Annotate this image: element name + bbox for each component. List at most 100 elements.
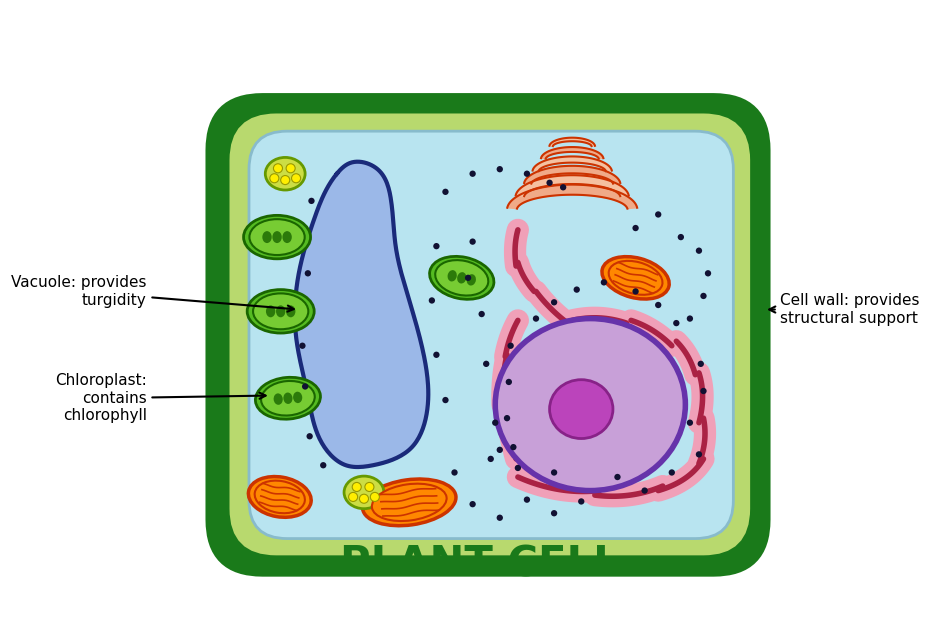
FancyBboxPatch shape [249,131,733,538]
Circle shape [365,482,374,491]
Circle shape [302,383,308,389]
Circle shape [551,510,557,516]
Circle shape [633,225,638,231]
Circle shape [492,420,498,426]
Circle shape [601,279,607,286]
Ellipse shape [495,318,685,491]
Circle shape [655,211,662,218]
Circle shape [497,515,503,521]
Circle shape [505,379,512,385]
Circle shape [678,234,684,240]
Circle shape [451,469,458,476]
Polygon shape [295,162,429,467]
Ellipse shape [253,293,308,329]
Circle shape [510,444,517,450]
Circle shape [551,469,557,476]
Circle shape [348,493,358,501]
Polygon shape [541,147,604,159]
Ellipse shape [247,289,314,333]
Circle shape [470,501,475,508]
Ellipse shape [435,260,489,296]
Circle shape [300,343,305,349]
Circle shape [286,164,295,173]
Circle shape [504,415,510,421]
Ellipse shape [255,481,305,513]
Ellipse shape [273,393,283,405]
Text: Cell wall: provides
structural support: Cell wall: provides structural support [769,293,920,326]
Circle shape [371,493,379,501]
Circle shape [470,238,475,245]
Ellipse shape [276,305,285,317]
Ellipse shape [256,377,320,419]
Circle shape [429,298,435,304]
Polygon shape [524,166,621,184]
Ellipse shape [293,392,302,403]
Text: Chloroplast:
contains
chlorophyll: Chloroplast: contains chlorophyll [55,374,266,423]
Circle shape [668,469,675,476]
Circle shape [497,166,503,172]
Ellipse shape [430,257,494,299]
Circle shape [308,198,314,204]
Circle shape [655,302,662,308]
Circle shape [359,494,369,503]
Circle shape [433,243,440,249]
Ellipse shape [602,257,669,299]
Circle shape [633,288,638,294]
Circle shape [306,433,313,440]
Circle shape [291,174,300,183]
Circle shape [465,275,471,281]
Ellipse shape [362,479,456,526]
Circle shape [433,352,440,358]
Ellipse shape [467,274,475,286]
Circle shape [320,462,327,469]
Circle shape [515,465,521,471]
Circle shape [687,420,693,426]
Circle shape [507,343,514,349]
Circle shape [273,164,283,173]
Ellipse shape [243,215,311,259]
Polygon shape [533,157,612,171]
Ellipse shape [248,477,311,517]
Ellipse shape [266,305,275,317]
Circle shape [700,388,707,394]
Circle shape [483,360,490,367]
FancyBboxPatch shape [231,115,749,554]
Circle shape [352,482,361,491]
Circle shape [695,451,702,457]
Ellipse shape [249,219,305,255]
Polygon shape [507,184,637,209]
Ellipse shape [549,380,613,438]
Circle shape [697,360,704,367]
Circle shape [524,496,530,503]
Circle shape [497,447,503,453]
Polygon shape [516,175,629,196]
Circle shape [614,474,621,480]
Circle shape [470,170,475,177]
Ellipse shape [284,392,293,404]
Circle shape [700,292,707,299]
Circle shape [673,320,680,326]
Circle shape [524,170,530,177]
Circle shape [305,270,311,277]
Circle shape [560,184,566,191]
Ellipse shape [447,270,457,282]
Text: PLANT CELL: PLANT CELL [340,543,620,586]
Polygon shape [549,138,595,146]
Circle shape [547,180,553,186]
Ellipse shape [372,484,446,521]
FancyBboxPatch shape [208,96,768,574]
Circle shape [270,174,279,183]
Circle shape [705,270,711,277]
Circle shape [578,498,584,504]
Circle shape [641,487,648,494]
Ellipse shape [457,272,466,284]
Ellipse shape [608,261,663,295]
Circle shape [478,311,485,317]
Ellipse shape [261,381,314,416]
Ellipse shape [344,476,384,509]
Circle shape [687,315,693,322]
Circle shape [488,456,494,462]
Circle shape [551,299,557,306]
Circle shape [533,315,539,322]
Ellipse shape [272,231,282,243]
